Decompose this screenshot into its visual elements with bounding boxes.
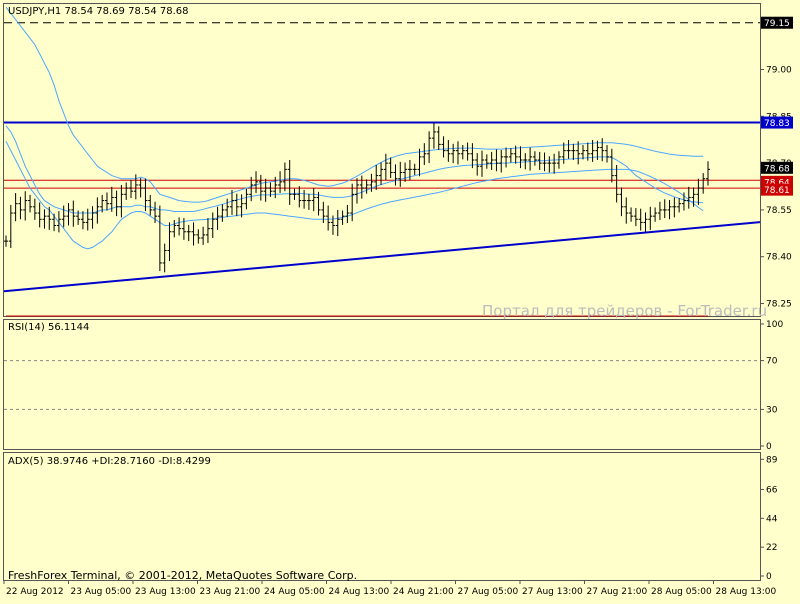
xtick-label: 23 Aug 05:00 — [71, 587, 132, 597]
price-label-text: 79.15 — [764, 19, 790, 29]
main-ytick-label: 78.40 — [766, 253, 792, 263]
price-label-box — [761, 16, 793, 29]
price-label-box — [761, 161, 793, 174]
adx-ytick-label: 22 — [766, 543, 777, 553]
rsi-ytick-label: 100 — [766, 320, 783, 330]
rsi-ytick-label: 30 — [766, 405, 778, 415]
xtick-label: 28 Aug 13:00 — [716, 587, 777, 597]
rsi-header: RSI(14) 56.1144 — [8, 322, 89, 333]
bollinger-lower-band — [5, 141, 704, 250]
adx-pane: 89 66 44 22 0 — [6, 315, 778, 582]
price-label-box — [761, 183, 793, 196]
main-ytick-label: 79.00 — [766, 66, 792, 76]
rsi-ytick-label: 70 — [766, 357, 778, 367]
adx-ytick-label: 44 — [766, 514, 778, 524]
xtick-label: 24 Aug 05:00 — [264, 587, 325, 597]
rsi-ytick-label: 0 — [766, 442, 772, 452]
price-label-text: 78.83 — [764, 119, 790, 129]
footer-copyright: FreshForex Terminal, © 2001-2012, MetaQu… — [8, 569, 357, 582]
adx-ytick-label: 0 — [766, 572, 772, 582]
main-header: USDJPY,H1 78.54 78.69 78.54 78.68 — [8, 6, 189, 17]
adx-ytick-label: 89 — [766, 455, 778, 465]
xtick-label: 27 Aug 05:00 — [458, 587, 519, 597]
main-ytick-label: 78.55 — [766, 206, 792, 216]
watermark: Портал для трейдеров - ForTrader.ru — [482, 302, 767, 320]
xtick-label: 24 Aug 21:00 — [393, 587, 454, 597]
adx-ytick-label: 66 — [766, 485, 778, 495]
support-trendline — [3, 221, 761, 293]
xtick-label: 23 Aug 21:00 — [200, 587, 261, 597]
price-label-box — [761, 116, 793, 129]
xtick-label: 23 Aug 13:00 — [135, 587, 196, 597]
adx-pane-frame — [3, 452, 761, 581]
xtick-label: 27 Aug 13:00 — [522, 587, 583, 597]
xtick-label: 24 Aug 13:00 — [329, 587, 390, 597]
bollinger-middle-band — [5, 125, 704, 214]
price-label-text: 78.64 — [764, 178, 790, 188]
xtick-label: 22 Aug 2012 — [6, 587, 64, 597]
main-pane: 79.0078.8578.7078.5578.4078.2579.1578.83… — [3, 6, 793, 310]
time-axis: 22 Aug 2012 23 Aug 05:00 23 Aug 13:00 23 Au… — [3, 580, 777, 597]
rsi-pane-frame — [3, 319, 761, 450]
xtick-label: 27 Aug 21:00 — [587, 587, 648, 597]
main-ytick-label: 78.25 — [766, 300, 792, 310]
bollinger-upper-band — [5, 6, 704, 203]
xtick-label: 28 Aug 05:00 — [651, 587, 712, 597]
price-label-text: 78.68 — [764, 164, 790, 174]
adx-header: ADX(5) 38.9746 +DI:28.7160 -DI:8.4299 — [8, 456, 211, 467]
price-label-text: 78.61 — [764, 186, 790, 196]
